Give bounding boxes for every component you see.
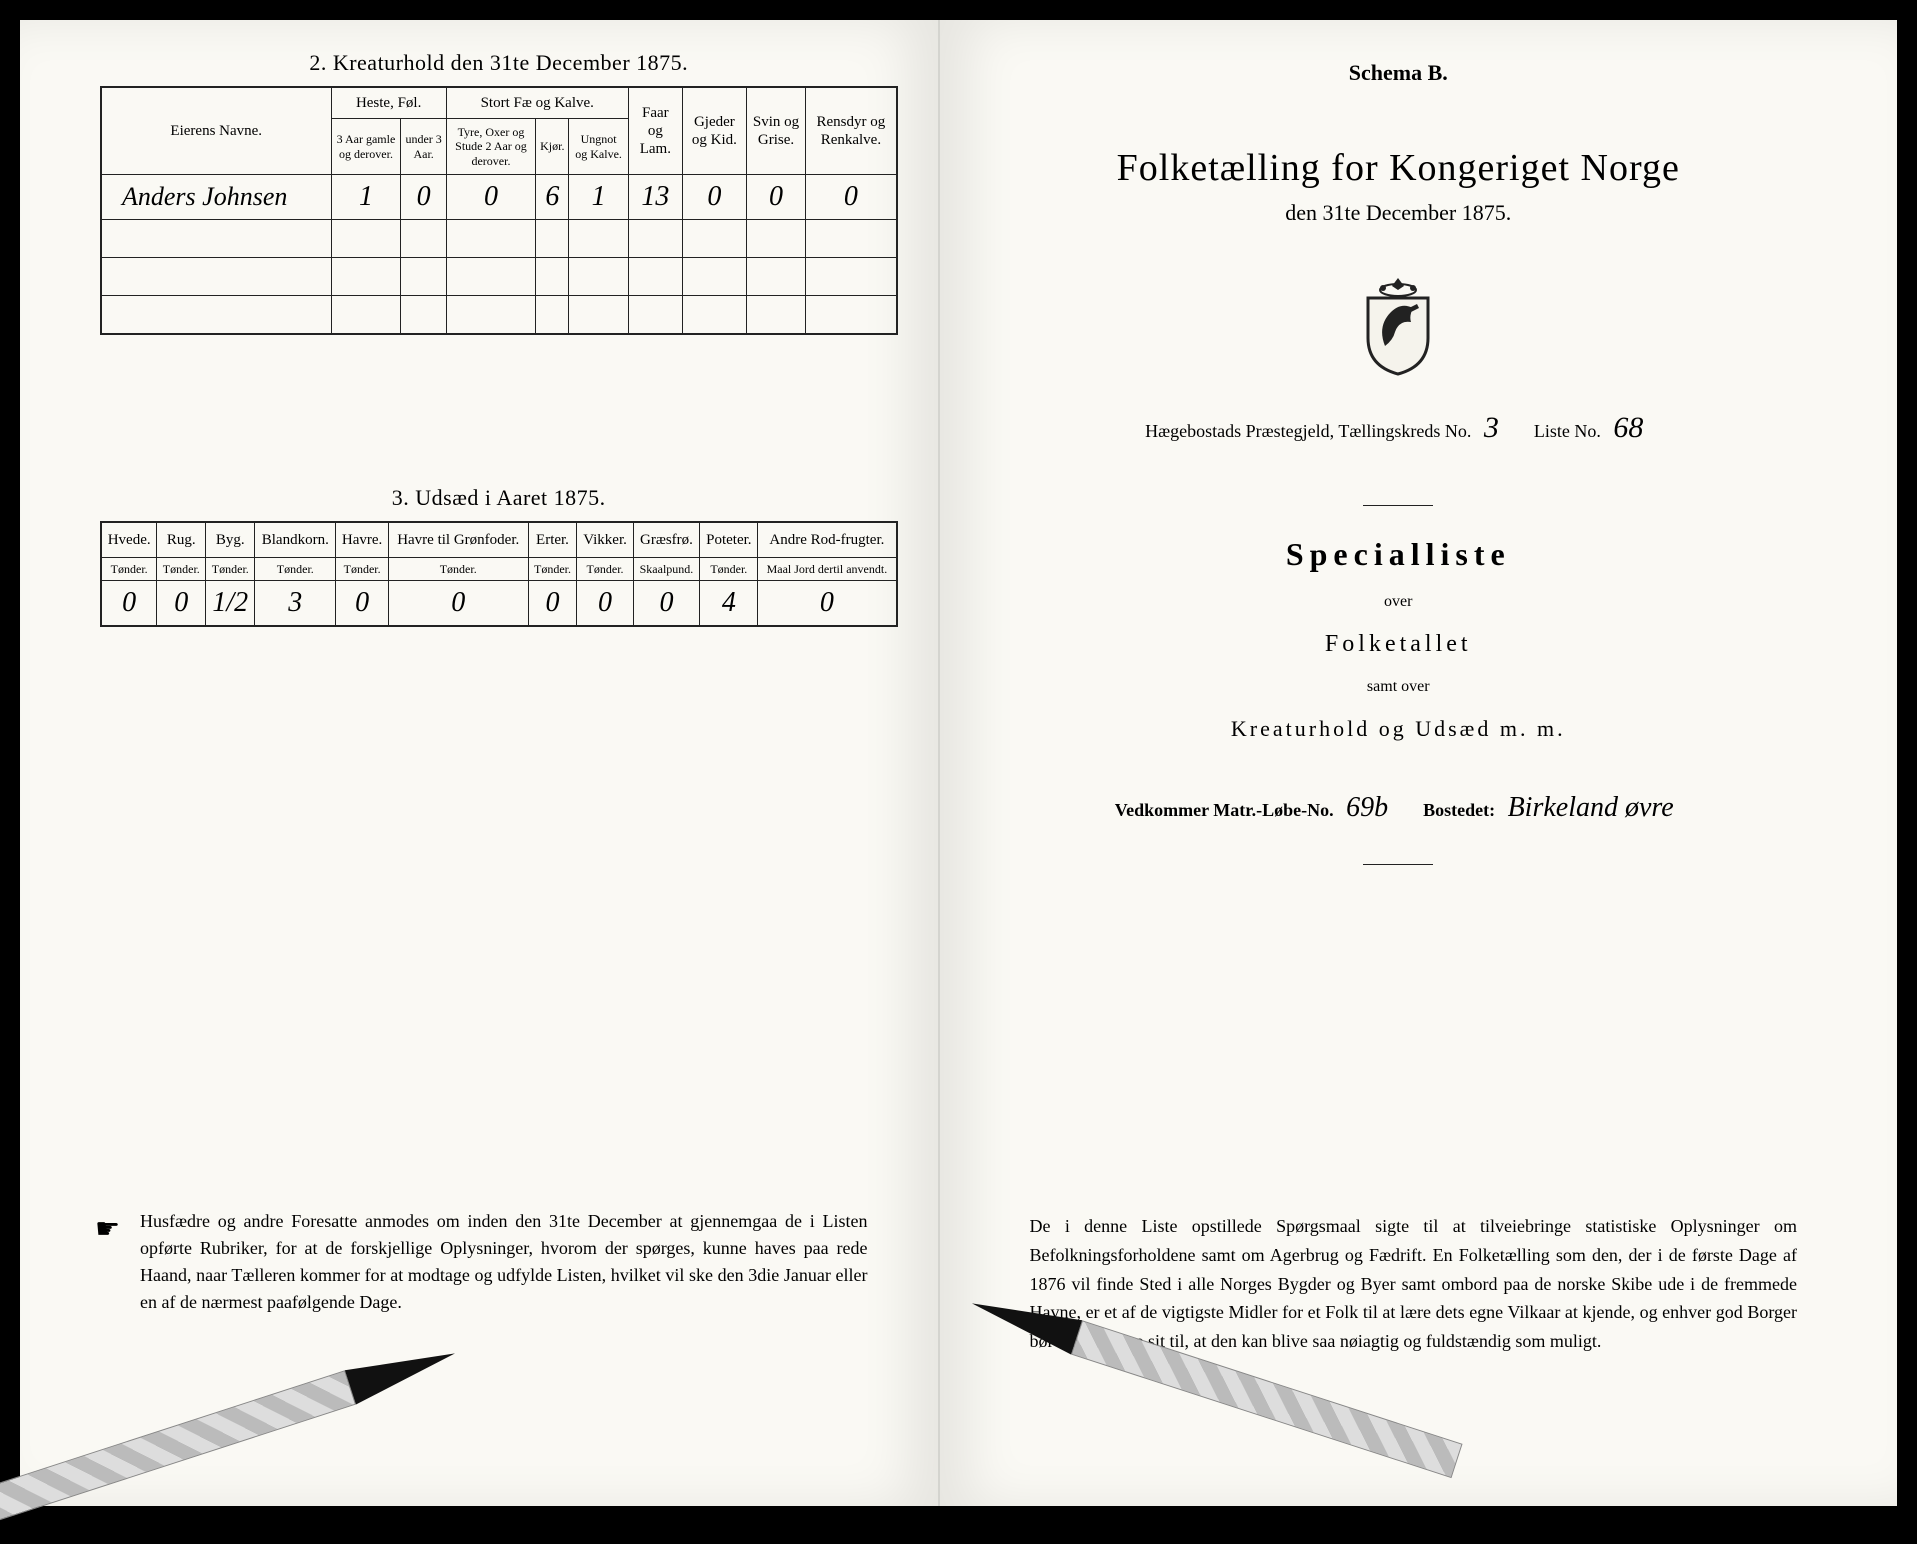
seed-table: Hvede. Rug. Byg. Blandkorn. Havre. Havre… (100, 521, 898, 627)
seed-unit: Tønder. (388, 557, 528, 580)
seed-unit: Tønder. (206, 557, 255, 580)
seed-val: 0 (633, 581, 700, 627)
schema-label: Schema B. (1000, 60, 1798, 86)
seed-col: Vikker. (577, 522, 633, 558)
seed-col: Rug. (157, 522, 206, 558)
seed-val: 0 (101, 581, 157, 627)
seed-val: 0 (528, 581, 577, 627)
cell: 0 (446, 175, 535, 220)
parish-line: Hægebostads Præstegjeld, Tællingskreds N… (1000, 411, 1798, 445)
cell: 0 (746, 175, 806, 220)
seed-col: Poteter. (700, 522, 758, 558)
seed-col: Havre. (336, 522, 389, 558)
section-3-title: 3. Udsæd i Aaret 1875. (100, 485, 898, 511)
seed-val: 0 (577, 581, 633, 627)
divider (1363, 505, 1433, 506)
matr-number: 69b (1338, 792, 1396, 823)
section-2-title: 2. Kreaturhold den 31te December 1875. (100, 50, 898, 76)
cell: 6 (536, 175, 569, 220)
bostedet-value: Birkeland øvre (1500, 792, 1682, 823)
colgroup-horses: Heste, Føl. (331, 87, 446, 119)
seed-header-row: Hvede. Rug. Byg. Blandkorn. Havre. Havre… (101, 522, 897, 558)
col-rein: Rensdyr og Renkalve. (806, 87, 897, 175)
matr-line: Vedkommer Matr.-Løbe-No. 69b Bostedet: B… (1000, 792, 1798, 824)
bostedet-label: Bostedet: (1423, 800, 1495, 820)
seed-val: 3 (255, 581, 336, 627)
seed-col: Havre til Grønfoder. (388, 522, 528, 558)
coat-of-arms-icon (1353, 276, 1443, 376)
col-sheep: Faar og Lam. (628, 87, 682, 175)
seed-unit: Tønder. (336, 557, 389, 580)
folketallet-label: Folketallet (1000, 631, 1798, 658)
col-horse-a: 3 Aar gamle og derover. (331, 119, 401, 175)
col-owner: Eierens Navne. (101, 87, 331, 175)
seed-val: 0 (336, 581, 389, 627)
samt-label: samt over (1000, 678, 1798, 696)
seed-col: Blandkorn. (255, 522, 336, 558)
seed-val: 0 (388, 581, 528, 627)
seed-unit: Tønder. (700, 557, 758, 580)
pointing-hand-icon: ☛ (95, 1212, 120, 1246)
seed-col: Græsfrø. (633, 522, 700, 558)
right-page: Schema B. Folketælling for Kongeriget No… (940, 20, 1898, 1506)
seed-data-row: 0 0 1/2 3 0 0 0 0 0 4 0 (101, 581, 897, 627)
census-title: Folketælling for Kongeriget Norge (1000, 146, 1798, 190)
livestock-table: Eierens Navne. Heste, Føl. Stort Fæ og K… (100, 86, 898, 335)
seed-unit: Tønder. (101, 557, 157, 580)
cell: 13 (628, 175, 682, 220)
over-label: over (1000, 593, 1798, 611)
col-goat: Gjeder og Kid. (682, 87, 746, 175)
owner-name: Anders Johnsen (101, 175, 331, 220)
left-page: 2. Kreaturhold den 31te December 1875. E… (20, 20, 940, 1506)
kreaturhold-label: Kreaturhold og Udsæd m. m. (1000, 716, 1798, 742)
cell: 0 (401, 175, 446, 220)
parish-label: Hægebostads Præstegjeld, Tællingskreds N… (1145, 421, 1471, 441)
col-pig: Svin og Grise. (746, 87, 806, 175)
col-horse-b: under 3 Aar. (401, 119, 446, 175)
col-cattle-a: Tyre, Oxer og Stude 2 Aar og derover. (446, 119, 535, 175)
matr-label: Vedkommer Matr.-Løbe-No. (1115, 800, 1334, 820)
left-footnote: Husfædre og andre Foresatte anmodes om i… (140, 1208, 868, 1316)
book-spread: 2. Kreaturhold den 31te December 1875. E… (20, 20, 1897, 1506)
cell: 1 (331, 175, 401, 220)
liste-label: Liste No. (1534, 421, 1601, 441)
cell: 1 (569, 175, 628, 220)
liste-number: 68 (1605, 411, 1651, 444)
seed-unit-row: Tønder. Tønder. Tønder. Tønder. Tønder. … (101, 557, 897, 580)
col-cattle-c: Ungnot og Kalve. (569, 119, 628, 175)
census-date: den 31te December 1875. (1000, 200, 1798, 226)
seed-unit: Tønder. (577, 557, 633, 580)
seed-col: Byg. (206, 522, 255, 558)
seed-val: 0 (758, 581, 897, 627)
seed-val: 4 (700, 581, 758, 627)
seed-col: Andre Rod-frugter. (758, 522, 897, 558)
specialliste-heading: Specialliste (1000, 536, 1798, 573)
seed-unit: Tønder. (255, 557, 336, 580)
seed-unit: Tønder. (528, 557, 577, 580)
seed-col: Hvede. (101, 522, 157, 558)
seed-val: 0 (157, 581, 206, 627)
divider (1363, 864, 1433, 865)
cell: 0 (806, 175, 897, 220)
col-cattle-b: Kjør. (536, 119, 569, 175)
seed-val: 1/2 (206, 581, 255, 627)
seed-unit: Skaalpund. (633, 557, 700, 580)
seed-col: Erter. (528, 522, 577, 558)
cell: 0 (682, 175, 746, 220)
district-number: 3 (1476, 411, 1507, 444)
colgroup-cattle: Stort Fæ og Kalve. (446, 87, 628, 119)
seed-unit: Maal Jord dertil anvendt. (758, 557, 897, 580)
seed-unit: Tønder. (157, 557, 206, 580)
